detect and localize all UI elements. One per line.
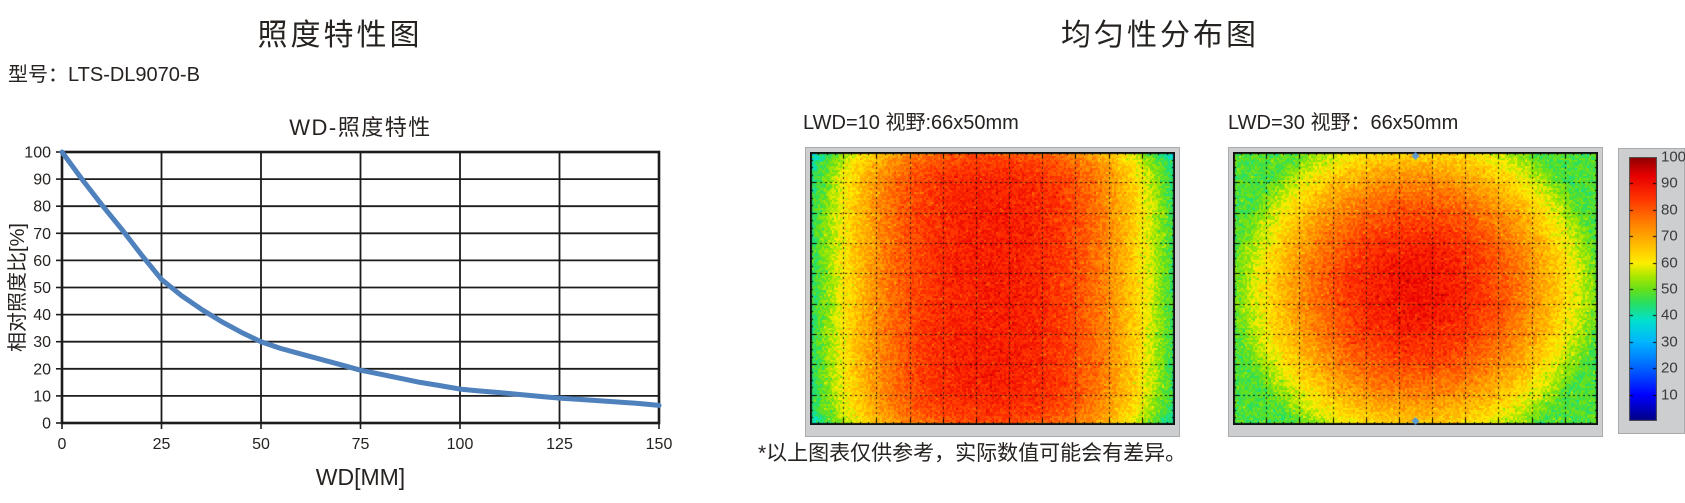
illuminance-section-title: 照度特性图 xyxy=(257,19,423,52)
svg-text:125: 125 xyxy=(546,436,573,453)
svg-text:80: 80 xyxy=(33,199,51,216)
svg-text:相对照度比[%]: 相对照度比[%] xyxy=(6,223,29,352)
svg-text:50: 50 xyxy=(33,280,51,297)
wd-line-chart: 0 10 20 30 40 50 60 70 80 90 100 0 25 50 75 100 125 150 WD… xyxy=(6,115,673,490)
heatmap-lwd10-label: LWD=10 视野:66x50mm xyxy=(803,112,1019,134)
svg-text:WD[MM]: WD[MM] xyxy=(316,464,405,490)
svg-text:0: 0 xyxy=(58,436,67,453)
heatmap-lwd30-label: LWD=30 视野：66x50mm xyxy=(1228,112,1459,134)
colorbar-tick-label: 80 xyxy=(1661,201,1678,219)
svg-text:100: 100 xyxy=(447,436,474,453)
svg-text:0: 0 xyxy=(42,416,51,433)
colorbar-ticks: 100 90 80 70 60 50 40 30 20 10 xyxy=(1619,148,1685,433)
svg-text:20: 20 xyxy=(33,361,51,378)
heatmap-lwd30-canvas xyxy=(1233,152,1598,425)
svg-text:70: 70 xyxy=(33,226,51,243)
svg-text:30: 30 xyxy=(33,334,51,351)
svg-text:10: 10 xyxy=(33,388,51,405)
colorbar-tick-label: 20 xyxy=(1661,359,1678,377)
colorbar-canvas xyxy=(1629,157,1657,421)
svg-text:150: 150 xyxy=(646,436,673,453)
colorbar-panel: 100 90 80 70 60 50 40 30 20 10 xyxy=(1618,148,1685,434)
uniformity-section: 均匀性分布图 xyxy=(700,0,1685,503)
svg-text:60: 60 xyxy=(33,253,51,270)
colorbar-tick-label: 90 xyxy=(1661,174,1678,192)
colorbar-tick-label: 30 xyxy=(1661,333,1678,351)
colorbar-tick-label: 70 xyxy=(1661,227,1678,245)
svg-text:90: 90 xyxy=(33,172,51,189)
model-label: 型号：LTS-DL9070-B xyxy=(8,64,200,86)
svg-text:40: 40 xyxy=(33,307,51,324)
svg-text:100: 100 xyxy=(24,145,51,162)
svg-text:WD-照度特性: WD-照度特性 xyxy=(289,115,431,140)
svg-text:75: 75 xyxy=(352,436,370,453)
heatmap-lwd10-canvas xyxy=(810,152,1175,425)
svg-text:25: 25 xyxy=(153,436,171,453)
colorbar-tick-label: 10 xyxy=(1661,386,1678,404)
uniformity-section-title: 均匀性分布图 xyxy=(1061,19,1259,52)
heatmap-lwd30-panel xyxy=(1228,147,1603,437)
illuminance-section: 照度特性图 型号：LTS-DL9070-B 0 10 20 30 40 50 60 70 80 9… xyxy=(0,0,700,503)
colorbar-tick-label: 50 xyxy=(1661,280,1678,298)
disclaimer-footnote: *以上图表仅供参考，实际数值可能会有差异。 xyxy=(758,442,1187,465)
colorbar-tick-label: 100 xyxy=(1661,148,1685,166)
colorbar-tick-label: 60 xyxy=(1661,254,1678,272)
svg-text:50: 50 xyxy=(252,436,270,453)
heatmap-lwd10-panel xyxy=(805,147,1180,437)
colorbar-tick-label: 40 xyxy=(1661,306,1678,324)
